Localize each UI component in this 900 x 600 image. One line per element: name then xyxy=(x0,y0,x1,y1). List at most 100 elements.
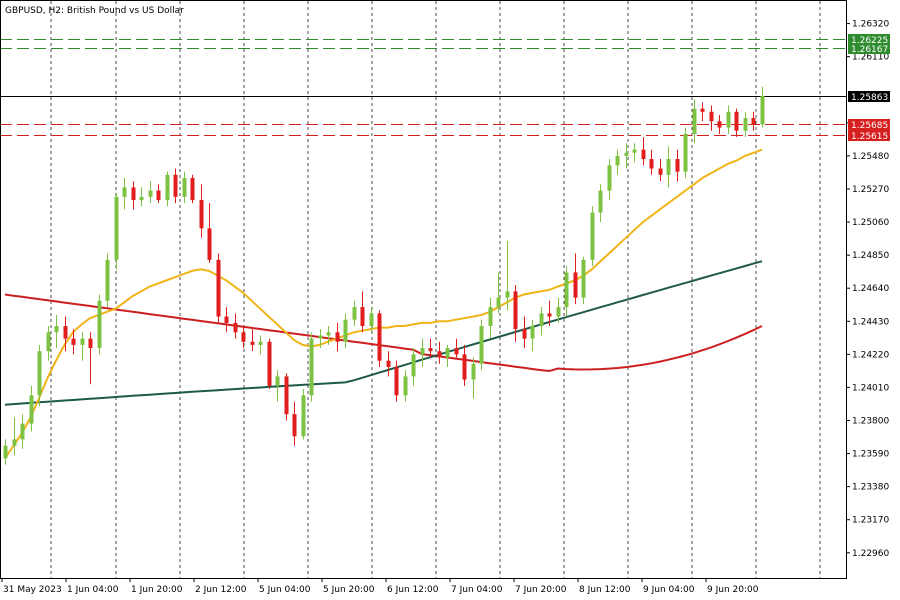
candle xyxy=(573,253,578,304)
candle-body xyxy=(709,111,714,122)
candle-body xyxy=(335,332,340,342)
candle xyxy=(658,159,663,182)
candle-body xyxy=(199,200,204,229)
candle-body xyxy=(224,316,229,323)
candle xyxy=(216,253,221,323)
candle-body xyxy=(692,108,697,134)
candle-body xyxy=(207,228,212,260)
y-tick-label: 1.24640 xyxy=(852,284,889,294)
chart-title: GBPUSD, H2: British Pound vs US Dollar xyxy=(5,6,184,16)
candle xyxy=(513,285,518,342)
x-tick-label: 7 Jun 04:00 xyxy=(451,585,503,595)
candle xyxy=(547,300,552,326)
candle xyxy=(250,329,255,352)
candle xyxy=(734,108,739,137)
candle-body xyxy=(717,121,722,128)
candle xyxy=(20,414,25,449)
candle-body xyxy=(607,165,612,191)
candle-body xyxy=(241,332,246,342)
level-label: 1.26167 xyxy=(851,45,888,55)
candle xyxy=(539,307,544,336)
candle-body xyxy=(343,319,348,342)
candle-body xyxy=(37,351,42,396)
candle xyxy=(479,319,484,371)
candle xyxy=(505,240,510,311)
candle-body xyxy=(590,212,595,260)
candle-body xyxy=(403,376,408,396)
candle xyxy=(743,111,748,137)
candle xyxy=(165,171,170,207)
candle xyxy=(564,266,569,317)
candle-body xyxy=(20,423,25,440)
candle-body xyxy=(216,259,221,317)
candle-body xyxy=(12,439,17,446)
candle-body xyxy=(743,118,748,131)
candle-body xyxy=(284,376,289,415)
candle xyxy=(394,360,399,402)
candle-body xyxy=(624,152,629,156)
candle xyxy=(411,348,416,386)
candle-body xyxy=(131,187,136,200)
candle xyxy=(496,272,501,314)
candle-body xyxy=(148,190,153,197)
candle-body xyxy=(437,351,442,358)
candle xyxy=(751,111,756,131)
candle-body xyxy=(3,445,8,459)
candle-body xyxy=(139,196,144,200)
y-tick-label: 1.24220 xyxy=(852,350,889,360)
candle xyxy=(624,143,629,169)
candle xyxy=(675,149,680,182)
level-label-box xyxy=(848,34,890,45)
candle xyxy=(258,335,263,355)
x-tick-label: 31 May 2023 xyxy=(3,585,62,595)
level-label-box xyxy=(848,119,890,130)
candle xyxy=(37,344,42,407)
candle xyxy=(131,181,136,210)
y-tick-label: 1.23800 xyxy=(852,417,889,427)
ma-mid-line xyxy=(4,260,763,406)
candle-body xyxy=(369,313,374,326)
candle xyxy=(88,332,93,385)
candle-body xyxy=(258,341,263,345)
candle-body xyxy=(54,326,59,333)
y-tick-label: 1.22960 xyxy=(852,549,889,559)
candle xyxy=(114,193,119,270)
x-tick-label: 2 Jun 12:00 xyxy=(195,585,247,595)
candle xyxy=(615,149,620,175)
candle-body xyxy=(182,177,187,197)
candle xyxy=(156,184,161,204)
candle xyxy=(717,114,722,134)
candle xyxy=(275,370,280,402)
candle xyxy=(454,338,459,358)
candle xyxy=(224,307,229,333)
candle-body xyxy=(71,338,76,345)
candle-body xyxy=(522,329,527,339)
candle-body xyxy=(479,326,484,364)
candle-body xyxy=(292,414,297,437)
candle xyxy=(726,105,731,134)
candle xyxy=(445,344,450,367)
candle-body xyxy=(377,313,382,361)
candle-body xyxy=(428,348,433,352)
candle-body xyxy=(751,118,756,125)
x-tick-label: 1 Jun 20:00 xyxy=(131,585,183,595)
candle xyxy=(173,168,178,204)
candle-body xyxy=(564,272,569,308)
candle-body xyxy=(530,326,535,339)
candle-body xyxy=(411,354,416,377)
level-label: 1.25615 xyxy=(851,132,888,142)
candle xyxy=(267,338,272,389)
candle xyxy=(403,370,408,402)
candle xyxy=(105,253,110,308)
candle-body xyxy=(352,307,357,320)
candle-body xyxy=(632,149,637,153)
candle xyxy=(343,313,348,349)
candle-body xyxy=(462,354,467,380)
candle-body xyxy=(173,174,178,197)
candle xyxy=(335,322,340,352)
y-tick-label: 1.26320 xyxy=(852,20,889,30)
candle-body xyxy=(445,348,450,358)
moving-averages xyxy=(4,148,763,459)
candles xyxy=(3,86,765,465)
